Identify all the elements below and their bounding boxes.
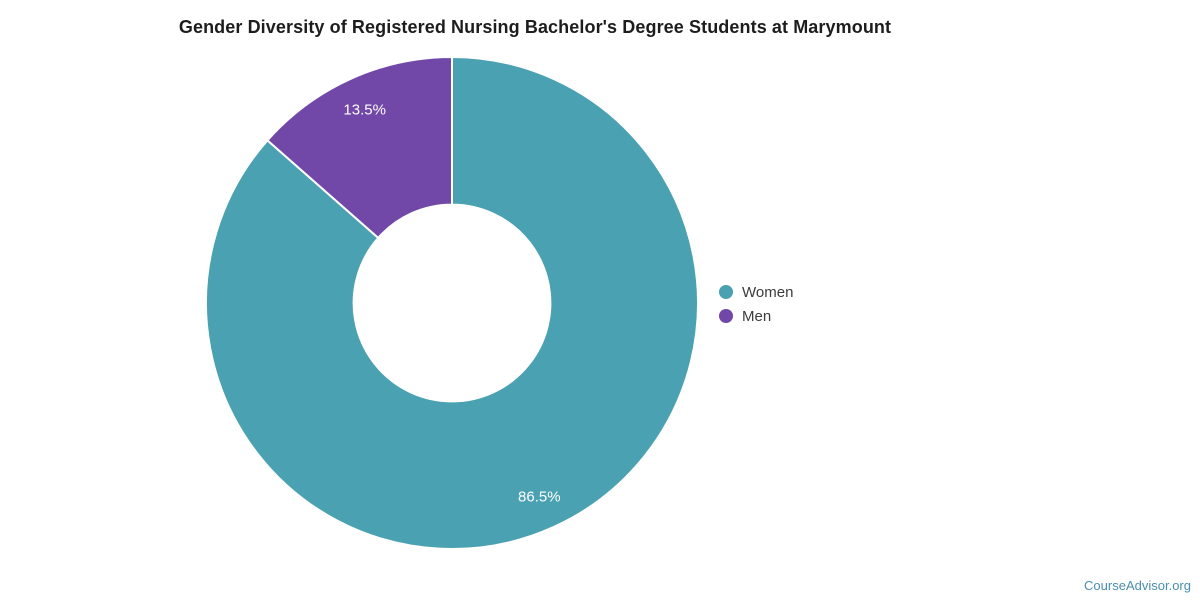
legend-label-women: Women <box>742 283 794 301</box>
legend-item-men: Men <box>719 304 793 328</box>
legend-swatch-women-icon <box>719 285 733 299</box>
legend-label-men: Men <box>742 307 772 325</box>
slice-label-men: 13.5% <box>343 102 386 119</box>
pie-slice-women[interactable] <box>205 56 699 550</box>
legend-item-women: Women <box>719 280 793 304</box>
legend-swatch-men-icon <box>719 309 733 323</box>
pie-slice-men[interactable] <box>266 56 453 239</box>
chart-title: Gender Diversity of Registered Nursing B… <box>178 17 892 37</box>
slice-label-women: 86.5% <box>518 488 561 505</box>
legend: Women Men <box>719 280 793 328</box>
courseadvisor-link[interactable]: CourseAdvisor.org <box>1084 578 1191 593</box>
